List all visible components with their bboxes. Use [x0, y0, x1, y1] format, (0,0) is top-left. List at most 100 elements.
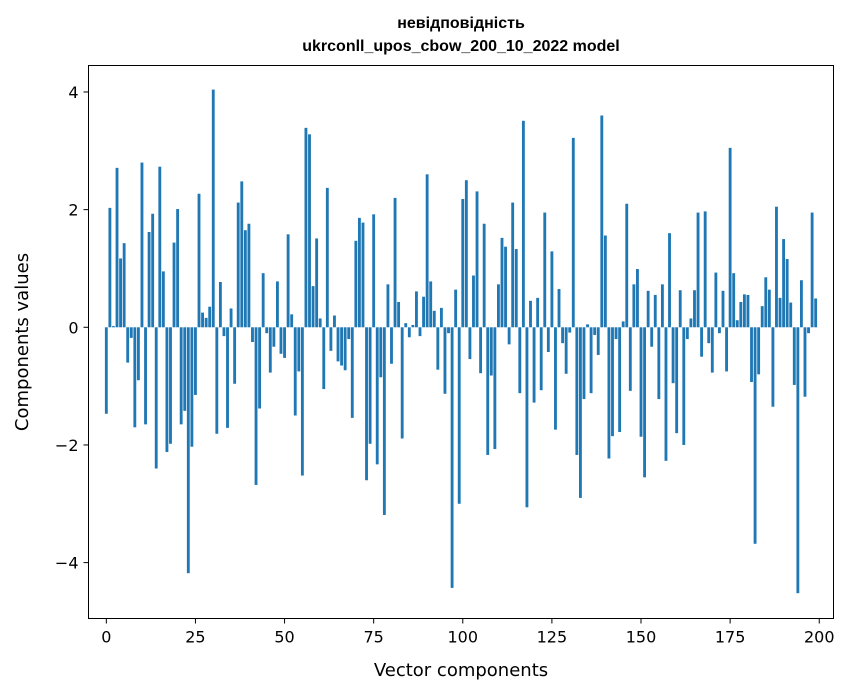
bar-179 — [742, 294, 746, 328]
bar-13 — [151, 213, 155, 328]
bar-199 — [814, 298, 818, 328]
bar-110 — [497, 284, 500, 328]
bar-121 — [536, 297, 540, 328]
bar-3 — [115, 167, 119, 328]
bar-96 — [447, 327, 450, 334]
bar-22 — [183, 327, 187, 411]
bar-124 — [546, 327, 550, 352]
bar-118 — [525, 327, 529, 508]
bar-140 — [603, 235, 607, 328]
bar-125 — [550, 251, 554, 328]
bar-131 — [571, 137, 575, 328]
bar-161 — [678, 290, 682, 328]
bar-64 — [333, 315, 336, 328]
x-axis-label: Vector components — [374, 660, 548, 681]
bar-134 — [582, 327, 586, 400]
bar-166 — [696, 212, 700, 328]
bar-170 — [710, 327, 714, 373]
bar-67 — [343, 327, 347, 371]
bar-126 — [554, 327, 557, 430]
bar-4 — [119, 258, 123, 328]
bar-90 — [425, 174, 429, 328]
bar-105 — [479, 327, 483, 374]
bar-34 — [226, 327, 229, 428]
bar-157 — [664, 327, 668, 461]
bar-122 — [539, 327, 543, 391]
bar-48 — [276, 281, 279, 328]
y-tick-label: 0 — [68, 318, 78, 337]
bar-63 — [329, 327, 333, 351]
bar-150 — [639, 327, 643, 437]
bar-191 — [785, 259, 789, 328]
bar-71 — [357, 217, 361, 328]
bar-68 — [347, 327, 351, 340]
bar-92 — [432, 310, 436, 328]
bar-192 — [789, 302, 793, 328]
bar-145 — [621, 321, 625, 328]
bar-128 — [561, 327, 565, 344]
bar-6 — [126, 327, 130, 363]
bar-133 — [578, 327, 582, 498]
bar-149 — [636, 269, 639, 328]
bar-127 — [557, 289, 561, 328]
bar-100 — [461, 199, 465, 328]
bar-98 — [454, 289, 458, 328]
bar-148 — [632, 284, 636, 328]
bar-160 — [675, 327, 679, 434]
bar-29 — [208, 306, 212, 328]
x-tick-label: 125 — [537, 628, 568, 647]
bar-102 — [468, 327, 472, 360]
y-axis-label: Components values — [12, 253, 33, 431]
bar-186 — [767, 289, 771, 328]
bar-33 — [222, 327, 226, 337]
bar-158 — [668, 233, 671, 328]
bar-32 — [218, 281, 222, 328]
bar-12 — [147, 231, 151, 328]
bar-40 — [247, 223, 251, 328]
y-ticks: −4 −2 0 2 4 — [55, 83, 89, 573]
bar-30 — [211, 89, 215, 328]
bar-168 — [703, 211, 707, 328]
bar-81 — [393, 197, 397, 328]
x-tick-label: 25 — [185, 628, 205, 647]
bar-80 — [390, 327, 393, 364]
bar-159 — [671, 327, 675, 384]
bar-153 — [650, 327, 654, 347]
bar-172 — [718, 327, 721, 334]
bar-143 — [614, 327, 618, 340]
bar-16 — [161, 271, 165, 328]
bar-19 — [172, 242, 176, 328]
bar-86 — [411, 324, 415, 328]
bar-109 — [493, 327, 497, 450]
bar-163 — [685, 327, 689, 340]
bar-41 — [251, 327, 254, 342]
bar-132 — [575, 327, 579, 455]
bar-198 — [810, 212, 814, 328]
bar-91 — [429, 281, 433, 328]
bar-144 — [618, 327, 622, 433]
bar-85 — [407, 327, 411, 338]
bar-84 — [404, 323, 408, 328]
bar-175 — [728, 147, 732, 328]
plot-frame — [88, 65, 834, 619]
bar-36 — [233, 327, 237, 384]
bar-82 — [397, 302, 401, 328]
bar-187 — [771, 327, 775, 407]
bar-55 — [300, 327, 304, 476]
x-tick-label: 100 — [448, 628, 479, 647]
bar-45 — [265, 327, 269, 334]
y-tick-label: 2 — [68, 201, 78, 220]
bar-50 — [283, 327, 286, 358]
bar-112 — [504, 246, 507, 328]
bar-171 — [714, 272, 718, 328]
bar-181 — [750, 327, 753, 382]
x-tick-label: 50 — [274, 628, 294, 647]
bar-10 — [140, 162, 144, 328]
bar-66 — [340, 327, 344, 366]
x-tick-label: 75 — [363, 628, 383, 647]
bar-129 — [564, 327, 568, 374]
bar-183 — [757, 327, 761, 375]
chart-title-line2: ukrconll_upos_cbow_200_10_2022 model — [302, 38, 619, 55]
bar-195 — [799, 280, 803, 328]
